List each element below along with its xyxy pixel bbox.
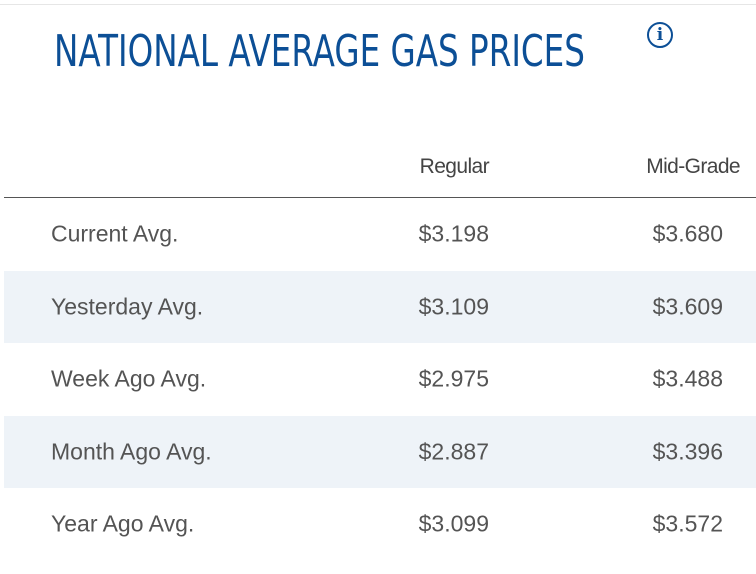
title-block: NATIONAL AVERAGE GAS PRICES i xyxy=(54,22,756,82)
table-row: Week Ago Avg. $2.975 $3.488 xyxy=(4,343,756,416)
gas-prices-table: Regular Mid-Grade Current Avg. $3.198 $3… xyxy=(4,140,756,561)
table-header: Regular Mid-Grade xyxy=(4,140,756,198)
row-label: Year Ago Avg. xyxy=(51,510,195,537)
regular-price: $2.975 xyxy=(418,365,489,392)
page-title: NATIONAL AVERAGE GAS PRICES xyxy=(54,26,585,77)
mid-grade-price: $3.609 xyxy=(652,293,723,320)
table-row: Current Avg. $3.198 $3.680 xyxy=(4,198,756,271)
row-label: Month Ago Avg. xyxy=(51,438,212,465)
mid-grade-price: $3.680 xyxy=(652,220,723,247)
table-row: Month Ago Avg. $2.887 $3.396 xyxy=(4,415,756,488)
table-row: Yesterday Avg. $3.109 $3.609 xyxy=(4,270,756,343)
column-header-mid-grade: Mid-Grade xyxy=(646,155,740,178)
mid-grade-price: $3.396 xyxy=(652,438,723,465)
regular-price: $3.109 xyxy=(418,293,489,320)
regular-price: $3.099 xyxy=(418,510,489,537)
regular-price: $3.198 xyxy=(418,220,489,247)
row-label: Yesterday Avg. xyxy=(51,293,204,320)
mid-grade-price: $3.572 xyxy=(652,510,723,537)
row-label: Week Ago Avg. xyxy=(51,365,207,392)
mid-grade-price: $3.488 xyxy=(652,365,723,392)
table-row: Year Ago Avg. $3.099 $3.572 xyxy=(4,488,756,561)
info-icon[interactable]: i xyxy=(647,22,673,48)
column-header-regular: Regular xyxy=(419,155,490,178)
regular-price: $2.887 xyxy=(418,438,489,465)
row-label: Current Avg. xyxy=(51,220,179,247)
top-divider xyxy=(0,4,756,5)
